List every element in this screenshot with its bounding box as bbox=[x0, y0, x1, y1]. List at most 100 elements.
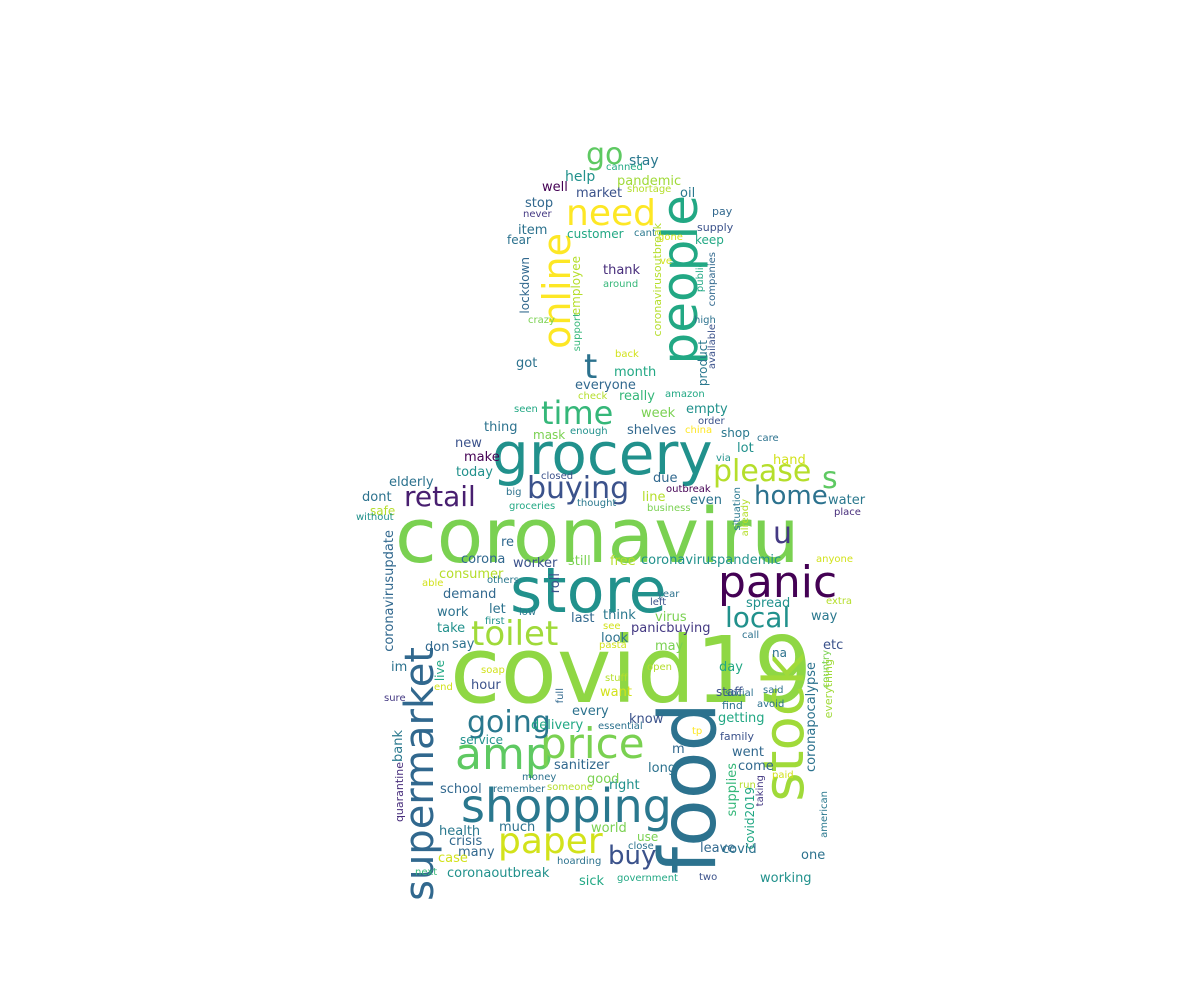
word-still: still bbox=[568, 554, 591, 569]
word-outbreak: outbreak bbox=[666, 484, 711, 495]
word-everyone: everyone bbox=[575, 378, 636, 393]
word-free: free bbox=[610, 554, 636, 569]
word-panicbuying: panicbuying bbox=[631, 621, 711, 636]
word-pandemic: pandemic bbox=[617, 174, 682, 189]
word-consumer: consumer bbox=[439, 567, 504, 582]
word-remember: remember bbox=[493, 784, 546, 795]
word-local: local bbox=[725, 601, 791, 634]
word-delivery: delivery bbox=[531, 718, 584, 733]
word-long: long bbox=[648, 761, 677, 776]
word-someone: someone bbox=[547, 782, 593, 793]
word-take: take bbox=[437, 621, 466, 636]
word-shopping: shopping bbox=[461, 779, 672, 833]
word-today: today bbox=[456, 465, 493, 480]
word-low: low bbox=[519, 607, 537, 618]
word-thought: thought bbox=[577, 498, 617, 509]
word-thing: thing bbox=[484, 420, 518, 435]
word-companies: companies bbox=[707, 252, 718, 307]
word-bank: bank bbox=[391, 730, 406, 762]
word-mask: mask bbox=[533, 428, 566, 442]
word-next: next bbox=[415, 867, 438, 878]
word-working: working bbox=[760, 871, 812, 886]
word-shortage: shortage bbox=[627, 184, 672, 195]
word-m: m bbox=[672, 742, 685, 757]
word-service: service bbox=[460, 733, 503, 747]
word-may: may bbox=[655, 639, 684, 654]
word-customer: customer bbox=[567, 227, 624, 241]
word-want: want bbox=[600, 685, 632, 700]
word-left: left bbox=[650, 597, 667, 608]
word-high: high bbox=[694, 315, 716, 326]
word-etc: etc bbox=[823, 638, 844, 653]
word-safe: safe bbox=[370, 504, 396, 518]
word-essential: essential bbox=[598, 721, 643, 732]
word-going: going bbox=[467, 705, 551, 740]
word-never: never bbox=[523, 209, 552, 220]
word-worker: worker bbox=[513, 556, 558, 571]
word-roll: roll bbox=[548, 573, 563, 594]
word-stay: stay bbox=[629, 153, 659, 169]
word-government: government bbox=[617, 873, 678, 884]
word-every: every bbox=[572, 704, 609, 719]
word-year: year bbox=[657, 589, 680, 600]
word-seen: seen bbox=[514, 404, 538, 415]
word-know: know bbox=[629, 712, 664, 727]
word-paper: paper bbox=[498, 821, 603, 862]
word-extra: extra bbox=[826, 596, 853, 607]
word-close: close bbox=[628, 841, 654, 852]
word-enough: enough bbox=[570, 426, 608, 437]
word-help: help bbox=[565, 169, 596, 185]
word-oil: oil bbox=[680, 186, 696, 201]
word-pay: pay bbox=[712, 205, 733, 218]
word-last: last bbox=[571, 611, 595, 626]
word-lockdown: lockdown bbox=[518, 257, 532, 314]
word-full: full bbox=[555, 688, 566, 704]
word-line: line bbox=[642, 490, 666, 505]
word-order: order bbox=[698, 416, 725, 427]
word-come: come bbox=[738, 759, 774, 774]
word-demand: demand bbox=[443, 587, 497, 602]
word-s: s bbox=[822, 461, 838, 496]
word-coronaviruspandemic: coronaviruspandemic bbox=[641, 553, 782, 568]
word-stuff: stuff bbox=[605, 673, 628, 684]
word-covid: covid bbox=[722, 842, 757, 857]
word-fear: fear bbox=[507, 233, 531, 247]
word-buying: buying bbox=[527, 471, 630, 506]
word-supply: supply bbox=[697, 221, 734, 234]
word-way: way bbox=[811, 609, 838, 624]
word-market: market bbox=[576, 186, 623, 201]
word-t: t bbox=[584, 347, 598, 387]
word-sanitizer: sanitizer bbox=[554, 758, 610, 773]
word-month: month bbox=[614, 365, 657, 380]
word-sick: sick bbox=[579, 874, 605, 889]
word-paid: paid bbox=[772, 770, 794, 781]
word-hour: hour bbox=[471, 678, 501, 693]
word-social: social bbox=[725, 688, 754, 699]
word-even: even bbox=[690, 493, 722, 508]
word-time: time bbox=[541, 394, 614, 432]
word-day: day bbox=[719, 660, 743, 675]
word-due: due bbox=[653, 471, 678, 486]
word-new: new bbox=[455, 436, 482, 451]
word-grocery: grocery bbox=[492, 420, 713, 488]
word-school: school bbox=[440, 782, 482, 797]
word-need: need bbox=[566, 193, 656, 234]
word-already: already bbox=[740, 499, 751, 537]
word-product: product bbox=[696, 340, 710, 387]
word-virus: virus bbox=[655, 610, 687, 625]
word-world: world bbox=[591, 821, 627, 836]
word-two: two bbox=[699, 872, 718, 883]
word-look: look bbox=[601, 631, 629, 646]
word-gone: gone bbox=[658, 232, 683, 243]
word-spread: spread bbox=[746, 596, 791, 611]
word-panic: panic bbox=[718, 557, 838, 608]
word-na: na bbox=[772, 646, 787, 660]
word-check: check bbox=[578, 391, 608, 402]
word-health: health bbox=[439, 824, 481, 839]
word-go: go bbox=[586, 137, 624, 172]
word-covid19: covid19 bbox=[450, 617, 813, 724]
word-soap: soap bbox=[481, 665, 505, 676]
word-crisis: crisis bbox=[449, 834, 483, 849]
word-much: much bbox=[499, 820, 536, 835]
